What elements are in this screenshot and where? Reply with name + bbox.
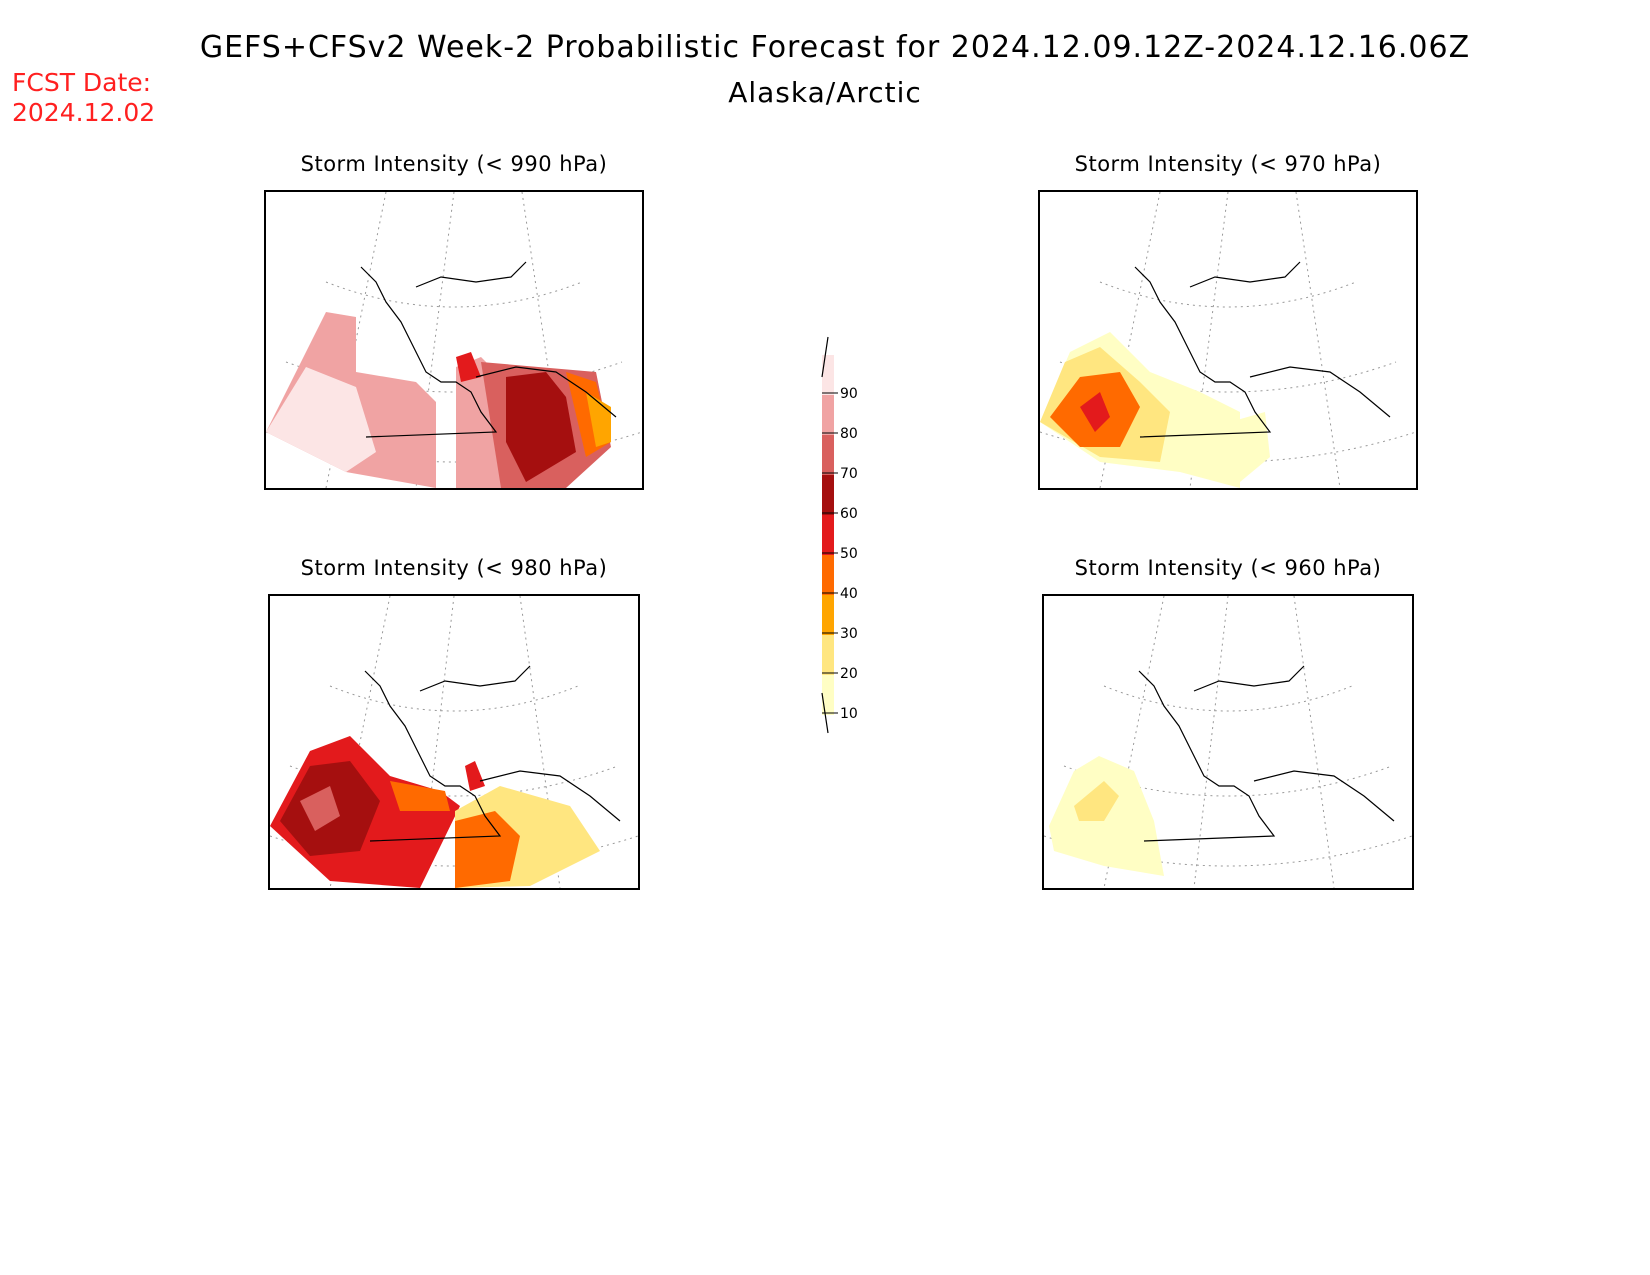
probability-fill (270, 736, 600, 888)
forecast-date-label: FCST Date: (12, 68, 152, 97)
forecast-date-value: 2024.12.02 (12, 98, 156, 127)
coastline (1138, 665, 1395, 842)
map-panel-990 (264, 190, 644, 490)
colorbar-label: 40 (840, 586, 858, 602)
panel-title-980: Storm Intensity (< 980 hPa) (300, 556, 608, 580)
colorbar-swatches (822, 355, 834, 715)
probability-fill (1049, 756, 1164, 876)
colorbar-swatch (822, 515, 834, 555)
colorbar-swatch (822, 355, 834, 395)
colorbar-arrow-ends (821, 336, 829, 734)
colorbar-swatch (822, 675, 834, 715)
map-970-svg (1040, 192, 1416, 488)
coastline (1134, 261, 1391, 438)
map-panel-970 (1038, 190, 1418, 490)
graticule (1040, 192, 1416, 488)
probability-fill (266, 312, 611, 488)
colorbar-swatch (822, 435, 834, 475)
colorbar-label: 50 (840, 546, 858, 562)
colorbar-swatch (822, 395, 834, 435)
map-980-svg (270, 596, 638, 888)
colorbar-swatch (822, 595, 834, 635)
panel-title-990: Storm Intensity (< 990 hPa) (300, 152, 608, 176)
colorbar-labels: 10 20 30 40 50 60 70 80 90 (822, 386, 858, 722)
colorbar-label: 60 (840, 506, 858, 522)
map-panel-960 (1042, 594, 1414, 890)
colorbar-swatch (822, 555, 834, 595)
main-title: GEFS+CFSv2 Week-2 Probabilistic Forecast… (199, 30, 1471, 65)
graticule (1044, 596, 1412, 888)
colorbar-label: 90 (840, 386, 858, 402)
coastline (364, 665, 621, 842)
colorbar-label: 10 (840, 706, 858, 722)
colorbar-swatch (822, 475, 834, 515)
colorbar: 10 20 30 40 50 60 70 80 90 (821, 336, 858, 734)
colorbar-label: 30 (840, 626, 858, 642)
panel-title-960: Storm Intensity (< 960 hPa) (1074, 556, 1382, 580)
coastline (360, 261, 617, 438)
colorbar-swatch (822, 635, 834, 675)
colorbar-label: 70 (840, 466, 858, 482)
map-990-svg (266, 192, 642, 488)
colorbar-label: 20 (840, 666, 858, 682)
region-subtitle: Alaska/Arctic (728, 76, 922, 109)
map-panel-980 (268, 594, 640, 890)
probability-fill (1040, 332, 1270, 488)
map-960-svg (1044, 596, 1412, 888)
graticule (270, 596, 638, 888)
colorbar-label: 80 (840, 426, 858, 442)
panel-title-970: Storm Intensity (< 970 hPa) (1074, 152, 1382, 176)
